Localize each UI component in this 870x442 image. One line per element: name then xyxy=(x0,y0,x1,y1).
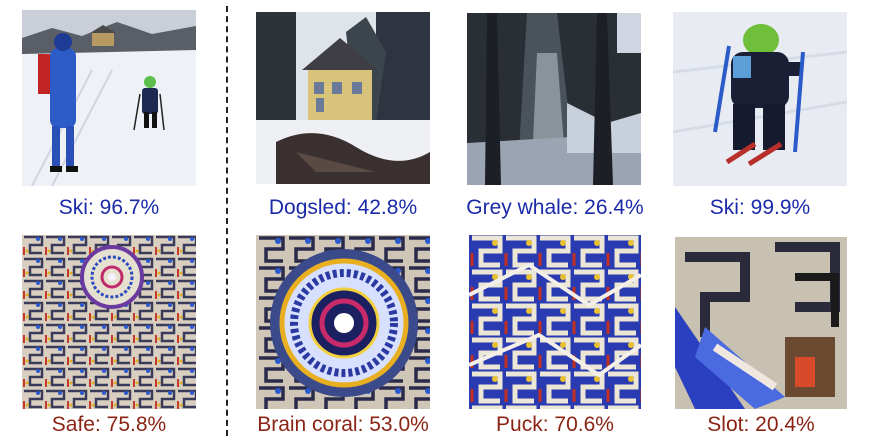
ski-photo-original xyxy=(22,10,196,186)
house-photo xyxy=(256,12,430,184)
caption-top-1: Ski: 96.7% xyxy=(58,196,160,219)
dashed-divider xyxy=(226,6,228,436)
caption-bottom-1: Safe: 75.8% xyxy=(51,413,167,436)
adversarial-image-1 xyxy=(22,235,196,409)
caption-bottom-3: Puck: 70.6% xyxy=(496,413,614,436)
adversarial-image-2 xyxy=(256,235,430,409)
caption-top-2: Dogsled: 42.8% xyxy=(268,196,418,219)
forest-photo xyxy=(467,13,641,185)
caption-bottom-4: Slot: 20.4% xyxy=(707,413,815,436)
caption-top-3: Grey whale: 26.4% xyxy=(466,196,644,219)
caption-bottom-2: Brain coral: 53.0% xyxy=(257,413,429,436)
adversarial-image-3 xyxy=(469,235,641,409)
caption-top-4: Ski: 99.9% xyxy=(709,196,811,219)
adversarial-image-4 xyxy=(675,237,847,409)
child-skier-photo xyxy=(673,12,847,186)
